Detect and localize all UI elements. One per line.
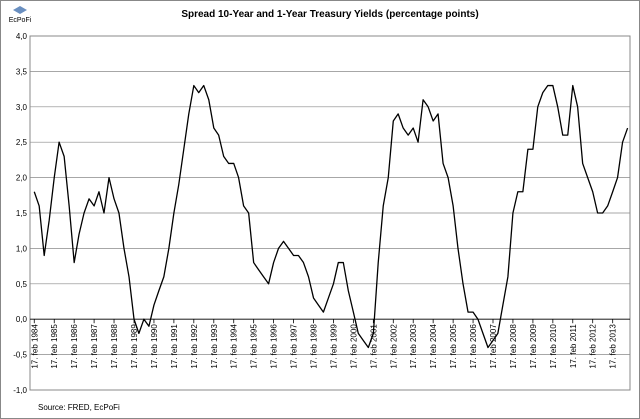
line-series: [33, 84, 629, 349]
x-tick-label: 17. feb 2004: [429, 324, 438, 369]
x-tick-label: 17. feb 1998: [310, 324, 319, 369]
x-tick-label: 17. feb 2003: [409, 324, 418, 369]
y-tick-label: 1,0: [16, 244, 28, 253]
x-tick-label: 17. feb 1994: [230, 324, 239, 369]
y-tick-label: 2,5: [16, 138, 28, 147]
y-tick-label: 4,0: [16, 32, 28, 41]
x-tick-label: 17. feb 1992: [190, 324, 199, 369]
source: Source: FRED, EcPoFi: [38, 403, 120, 412]
x-tick-label: 17. feb 1990: [150, 324, 159, 369]
x-tick-label: 17. feb 1991: [170, 324, 179, 369]
logo-icon: [13, 6, 27, 14]
x-tick-label: 17. feb 1984: [30, 324, 39, 369]
x-tick-label: 17. feb 1987: [90, 324, 99, 369]
x-tick-label: 17. feb 1993: [210, 324, 219, 369]
y-tick-label: 1,5: [16, 209, 28, 218]
logo-text: EcPoFi: [9, 17, 32, 24]
x-tick-label: 17. feb 2010: [549, 324, 558, 369]
x-tick-label: 17. feb 2009: [529, 324, 538, 369]
y-tick-label: 2,0: [16, 174, 28, 183]
x-tick-label: 17. feb 2011: [569, 324, 578, 368]
x-tick-label: 17. feb 1996: [270, 324, 279, 369]
y-tick-label: 0,0: [16, 315, 28, 324]
x-tick-label: 17. feb 2000: [349, 324, 358, 369]
x-tick-label: 17. feb 2013: [609, 324, 618, 369]
x-tick-label: 17. feb 2002: [389, 324, 398, 369]
x-tick-label: 17. feb 2001: [369, 324, 378, 369]
x-tick-label: 17. feb 2006: [469, 324, 478, 369]
y-tick-label: 0,5: [16, 280, 28, 289]
x-tick-label: 17. feb 1986: [70, 324, 79, 369]
y-tick-label: 3,5: [16, 67, 28, 76]
chart-title: Spread 10-Year and 1-Year Treasury Yield…: [181, 9, 478, 20]
logo: EcPoFi: [9, 6, 32, 24]
x-tick-label: 17. feb 1985: [50, 324, 59, 369]
x-tick-label: 17. feb 1989: [130, 324, 139, 369]
x-tick-label: 17. feb 2008: [509, 324, 518, 369]
y-tick-label: -0,5: [13, 351, 27, 360]
x-tick-label: 17. feb 1988: [110, 324, 119, 369]
x-tick-label: 17. feb 2012: [589, 324, 598, 369]
y-tick-label: -1,0: [13, 386, 27, 395]
y-tick-label: 3,0: [16, 103, 28, 112]
x-tick-label: 17. feb 1997: [290, 324, 299, 369]
x-tick-label: 17. feb 1995: [250, 324, 259, 369]
x-tick-label: 17. feb 2005: [449, 324, 458, 369]
x-tick-label: 17. feb 1999: [329, 324, 338, 369]
x-tick-label: 17. feb 2007: [489, 324, 498, 369]
